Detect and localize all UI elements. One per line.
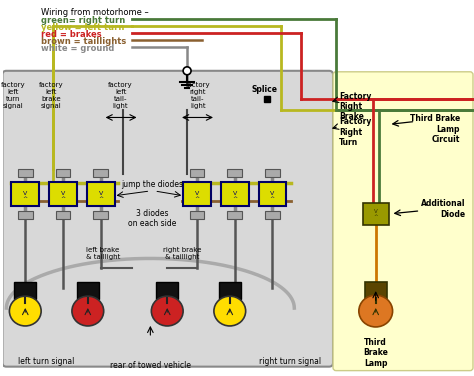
- FancyBboxPatch shape: [365, 282, 387, 299]
- FancyBboxPatch shape: [55, 168, 71, 177]
- Text: 3 diodes
on each side: 3 diodes on each side: [128, 209, 176, 228]
- Text: factory
left
brake
signal: factory left brake signal: [39, 82, 64, 109]
- Ellipse shape: [151, 296, 183, 326]
- Text: Factory
Right
Turn: Factory Right Turn: [339, 117, 371, 147]
- FancyBboxPatch shape: [49, 182, 77, 206]
- FancyBboxPatch shape: [93, 168, 108, 177]
- Text: left brake
& taillight: left brake & taillight: [85, 247, 120, 259]
- Text: white = ground: white = ground: [41, 44, 115, 53]
- FancyBboxPatch shape: [87, 182, 115, 206]
- Ellipse shape: [9, 296, 41, 326]
- Text: V
^: V ^: [270, 191, 275, 201]
- FancyBboxPatch shape: [93, 211, 108, 219]
- Text: red = brakes: red = brakes: [41, 30, 102, 39]
- FancyBboxPatch shape: [11, 182, 39, 206]
- Text: V
^: V ^: [23, 191, 28, 201]
- Text: Third Brake
Lamp
Circuit: Third Brake Lamp Circuit: [410, 114, 460, 144]
- Text: brown = taillights: brown = taillights: [41, 37, 127, 46]
- Text: left turn signal: left turn signal: [18, 357, 75, 365]
- FancyBboxPatch shape: [333, 72, 473, 371]
- Text: rear of towed vehicle: rear of towed vehicle: [110, 361, 191, 370]
- Text: V
^: V ^: [194, 191, 200, 201]
- FancyBboxPatch shape: [219, 282, 241, 299]
- FancyBboxPatch shape: [190, 211, 204, 219]
- Ellipse shape: [72, 296, 104, 326]
- FancyBboxPatch shape: [228, 211, 242, 219]
- FancyBboxPatch shape: [55, 211, 71, 219]
- Text: Third
Brake
Lamp: Third Brake Lamp: [363, 338, 388, 368]
- Text: yellow = left turn: yellow = left turn: [41, 23, 125, 32]
- FancyBboxPatch shape: [77, 282, 99, 299]
- FancyBboxPatch shape: [265, 211, 280, 219]
- Text: right brake
& taillight: right brake & taillight: [163, 247, 201, 259]
- Text: Additional
Diode: Additional Diode: [420, 199, 465, 218]
- FancyBboxPatch shape: [18, 168, 33, 177]
- Text: V
^: V ^: [374, 209, 378, 218]
- FancyBboxPatch shape: [14, 282, 36, 299]
- FancyBboxPatch shape: [259, 182, 286, 206]
- FancyBboxPatch shape: [183, 182, 211, 206]
- Text: V
^: V ^: [232, 191, 237, 201]
- Text: Wiring from motorhome –: Wiring from motorhome –: [41, 8, 149, 17]
- Ellipse shape: [359, 295, 392, 327]
- Text: V
^: V ^: [98, 191, 103, 201]
- FancyBboxPatch shape: [2, 71, 333, 367]
- Circle shape: [183, 67, 191, 75]
- FancyBboxPatch shape: [228, 168, 242, 177]
- FancyBboxPatch shape: [265, 168, 280, 177]
- Text: right turn signal: right turn signal: [259, 357, 321, 365]
- Text: V
^: V ^: [60, 191, 65, 201]
- Text: jump the diodes: jump the diodes: [121, 180, 183, 189]
- FancyBboxPatch shape: [190, 168, 204, 177]
- Text: factory
right
tail-
light: factory right tail- light: [186, 82, 210, 109]
- Text: factory
left
turn
signal: factory left turn signal: [1, 82, 26, 109]
- Ellipse shape: [214, 296, 246, 326]
- FancyBboxPatch shape: [221, 182, 249, 206]
- Text: factory
left
tail-
light: factory left tail- light: [108, 82, 133, 109]
- Text: Factory
Right
Brake: Factory Right Brake: [339, 92, 371, 121]
- FancyBboxPatch shape: [156, 282, 178, 299]
- FancyBboxPatch shape: [18, 211, 33, 219]
- FancyBboxPatch shape: [363, 203, 389, 225]
- Text: Splice: Splice: [252, 85, 277, 94]
- Text: green= right turn: green= right turn: [41, 16, 126, 25]
